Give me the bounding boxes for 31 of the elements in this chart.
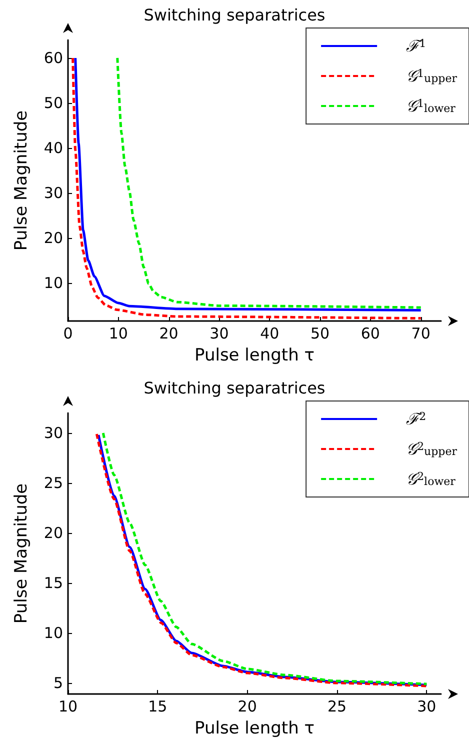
y-tick-label: 10 — [44, 274, 63, 292]
x-axis-title: Pulse length τ — [194, 346, 314, 366]
y-tick-label: 60 — [44, 48, 63, 67]
x-tick-label: 10 — [108, 324, 128, 342]
x-tick-label: 70 — [411, 324, 430, 342]
x-tick-label: 0 — [63, 324, 73, 342]
y-tick-label: 40 — [44, 138, 63, 157]
chart-title: Switching separatrices — [144, 378, 326, 398]
y-tick-label: 10 — [44, 624, 63, 642]
chart-title: Switching separatrices — [144, 6, 326, 24]
x-tick-label: 10 — [58, 698, 78, 716]
x-tick-label: 30 — [417, 698, 436, 716]
y-tick-label: 30 — [44, 184, 63, 202]
y-tick-label: 15 — [44, 574, 63, 592]
y-tick-label: 50 — [44, 94, 63, 112]
x-tick-label: 15 — [148, 698, 168, 716]
y-tick-label: 20 — [44, 524, 63, 542]
y-axis-title: Pulse Magnitude — [12, 483, 32, 624]
x-tick-label: 20 — [159, 324, 178, 342]
y-tick-label: 25 — [44, 474, 63, 492]
y-tick-label: 20 — [44, 228, 63, 247]
x-tick-label: 50 — [310, 324, 330, 342]
x-tick-label: 20 — [238, 698, 257, 716]
y-tick-label: 5 — [53, 674, 63, 692]
y-tick-label: 30 — [44, 424, 63, 442]
x-tick-label: 30 — [210, 324, 229, 342]
y-axis-title: Pulse Magnitude — [12, 110, 32, 251]
x-axis-title: Pulse length τ — [194, 718, 314, 738]
x-tick-label: 25 — [327, 698, 347, 716]
x-tick-label: 40 — [260, 324, 280, 342]
x-tick-label: 60 — [360, 324, 380, 342]
